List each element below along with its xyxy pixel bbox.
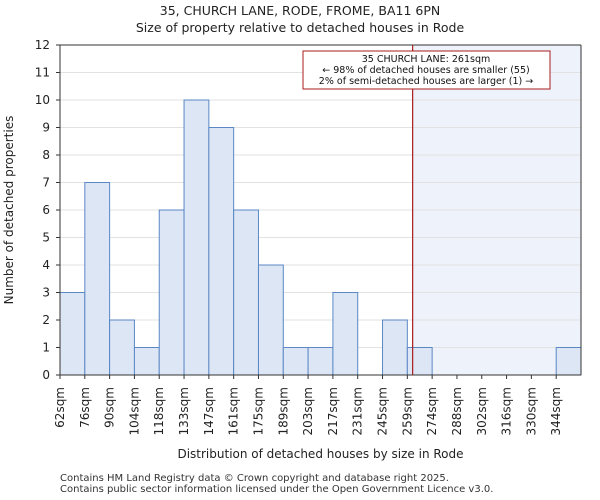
chart-subtitle: Size of property relative to detached ho… xyxy=(135,20,465,35)
y-tick-label: 12 xyxy=(35,38,50,52)
bar xyxy=(307,347,334,376)
bar xyxy=(332,292,359,376)
annotation-box xyxy=(302,50,551,90)
x-tick-label: 344sqm xyxy=(549,387,563,435)
annotation-line: 2% of semi-detached houses are larger (1… xyxy=(319,76,533,87)
x-tick-label: 147sqm xyxy=(202,387,216,435)
y-tick-label: 11 xyxy=(35,66,50,80)
y-tick-label: 4 xyxy=(42,258,50,272)
x-tick-label: 175sqm xyxy=(251,387,265,435)
x-tick-label: 90sqm xyxy=(103,387,117,428)
x-tick-label: 302sqm xyxy=(475,387,489,435)
y-tick-label: 8 xyxy=(42,148,50,162)
annotation-line: 35 CHURCH LANE: 261sqm xyxy=(362,54,490,65)
y-tick-label: 9 xyxy=(42,121,50,135)
y-tick-label: 1 xyxy=(42,341,50,355)
bar xyxy=(233,209,259,376)
chart-title: 35, CHURCH LANE, RODE, FROME, BA11 6PN xyxy=(159,3,441,18)
bar xyxy=(109,319,135,376)
bar xyxy=(208,127,235,376)
footer-copyright: Contains HM Land Registry data © Crown c… xyxy=(60,473,449,484)
bar xyxy=(59,292,86,376)
y-tick-label: 6 xyxy=(42,203,50,217)
y-tick-label: 3 xyxy=(42,286,50,300)
x-tick-label: 203sqm xyxy=(301,387,315,435)
x-tick-label: 231sqm xyxy=(351,387,365,435)
x-tick-label: 161sqm xyxy=(227,387,241,435)
bar xyxy=(133,347,160,376)
x-tick-label: 217sqm xyxy=(326,387,340,435)
y-tick-label: 5 xyxy=(42,231,50,245)
bar xyxy=(257,264,284,376)
x-tick-label: 316sqm xyxy=(500,387,514,435)
x-tick-label: 288sqm xyxy=(450,387,464,435)
bar xyxy=(158,209,185,376)
x-tick-label: 259sqm xyxy=(400,387,414,435)
annotation-line: ← 98% of detached houses are smaller (55… xyxy=(322,65,529,76)
x-tick-label: 330sqm xyxy=(524,387,538,435)
x-tick-label: 133sqm xyxy=(177,387,191,435)
y-tick-label: 10 xyxy=(35,93,50,107)
y-axis-label: Number of detached properties xyxy=(2,116,16,305)
bar xyxy=(555,347,582,376)
bar xyxy=(183,99,210,376)
bar xyxy=(406,347,433,376)
x-tick-label: 76sqm xyxy=(78,387,92,428)
y-tick-label: 2 xyxy=(42,313,50,327)
x-tick-label: 62sqm xyxy=(53,387,67,428)
x-axis-label: Distribution of detached houses by size … xyxy=(177,447,463,461)
x-tick-label: 189sqm xyxy=(276,387,290,435)
footer-licence: Contains public sector information licen… xyxy=(60,484,494,495)
bar xyxy=(382,319,408,376)
x-tick-label: 118sqm xyxy=(152,387,166,435)
bar xyxy=(282,347,309,376)
y-tick-label: 7 xyxy=(42,176,50,190)
x-tick-label: 245sqm xyxy=(376,387,390,435)
y-tick-label: 0 xyxy=(42,368,50,382)
bar xyxy=(84,182,111,376)
x-tick-label: 274sqm xyxy=(425,387,439,435)
x-tick-label: 104sqm xyxy=(127,387,141,435)
